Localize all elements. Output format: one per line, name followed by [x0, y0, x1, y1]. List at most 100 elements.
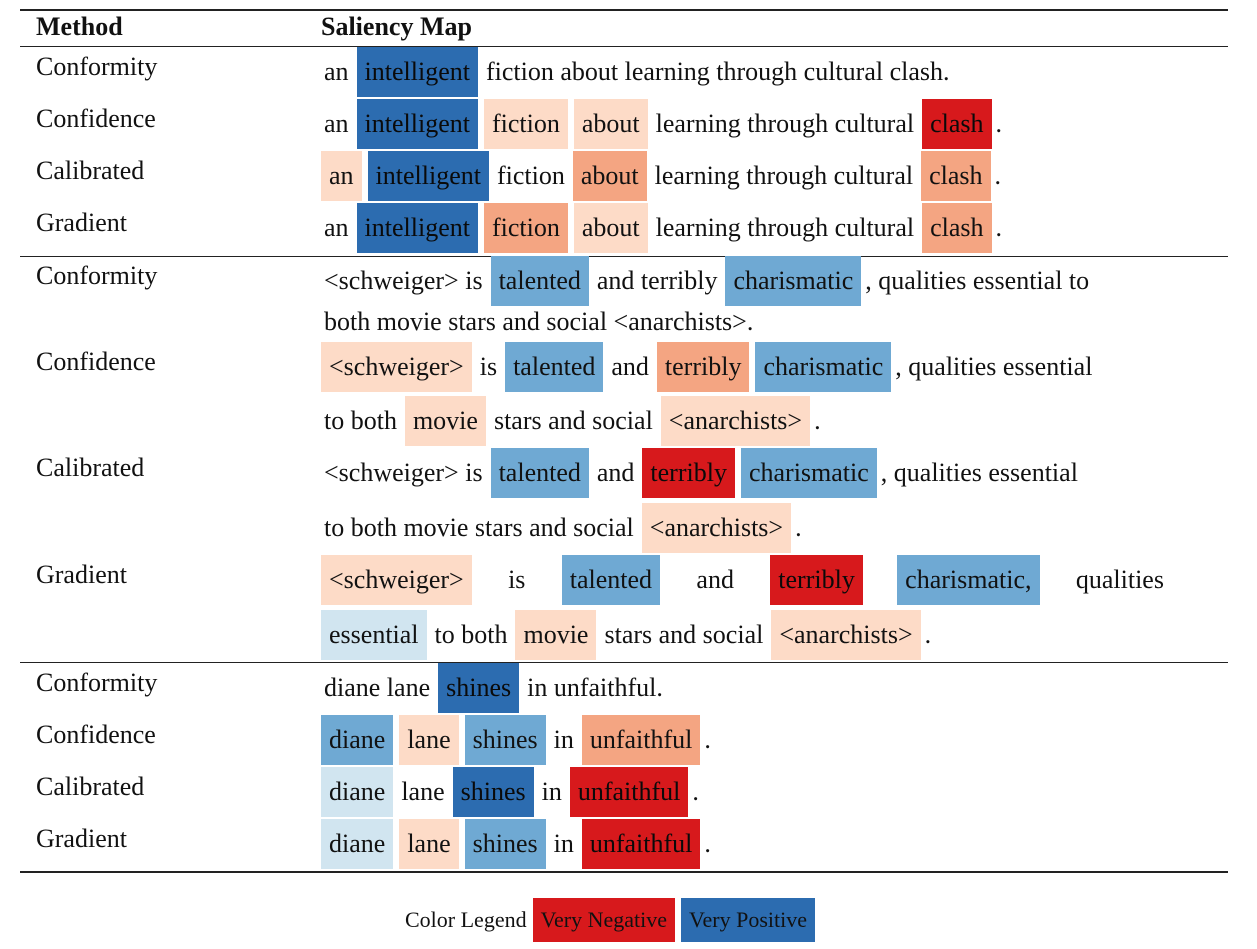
saliency-token-pos: charismatic: [725, 256, 862, 306]
saliency-line: an intelligent fiction about learning throug…: [321, 203, 1002, 253]
saliency-token-vpos: intelligent: [356, 203, 478, 253]
saliency-token-wneg: <schweiger>: [321, 342, 472, 392]
saliency-token-wpos: diane: [321, 767, 394, 817]
method-label: Gradient: [36, 824, 127, 853]
saliency-line: <schweiger> is talented and terribly charisma…: [321, 555, 1166, 605]
saliency-token-vneg: terribly: [770, 555, 863, 605]
plain-text: stars and social: [493, 406, 653, 435]
legend-very-positive: Very Positive: [681, 898, 815, 942]
saliency-token-pos: shines: [464, 715, 546, 765]
saliency-token-wneg: movie: [515, 610, 597, 660]
saliency-token-wneg: fiction: [483, 99, 568, 149]
header-rule: [20, 46, 1228, 47]
saliency-token-wpos: diane: [321, 819, 394, 869]
plain-text: in: [553, 829, 574, 858]
plain-text: fiction: [496, 161, 565, 190]
method-label: Confidence: [36, 104, 156, 133]
saliency-token-pos: charismatic,: [897, 555, 1040, 605]
saliency-line: diane lane shines in unfaithful.: [321, 767, 699, 817]
plain-text: is: [508, 565, 526, 594]
method-label: Gradient: [36, 208, 127, 237]
method-label: Conformity: [36, 52, 158, 81]
plain-text: in: [553, 725, 574, 754]
plain-text: .: [704, 725, 711, 754]
plain-text: learning through cultural: [654, 161, 914, 190]
saliency-line: diane lane shines in unfaithful.: [321, 715, 711, 765]
plain-text: <schweiger> is: [324, 266, 483, 295]
plain-text: is: [479, 352, 498, 381]
method-label: Conformity: [36, 668, 158, 697]
saliency-token-vpos: shines: [452, 767, 534, 817]
saliency-line: an intelligent fiction about learning throug…: [321, 151, 1001, 201]
saliency-token-vneg: terribly: [642, 448, 735, 498]
method-label: Calibrated: [36, 156, 145, 185]
saliency-token-neg: about: [572, 151, 647, 201]
plain-text: an: [324, 57, 349, 86]
saliency-token-pos: talented: [561, 555, 661, 605]
plain-text: .: [795, 513, 802, 542]
saliency-token-wneg: <anarchists>: [660, 396, 811, 446]
header-saliency-map: Saliency Map: [321, 12, 472, 41]
plain-text: an: [324, 109, 349, 138]
saliency-token-wneg: lane: [399, 819, 459, 869]
plain-text: , qualities essential: [895, 352, 1093, 381]
saliency-token-wneg: lane: [399, 715, 459, 765]
color-legend: Color Legend Very Negative Very Positive: [405, 898, 815, 942]
saliency-token-wpos: essential: [321, 610, 427, 660]
plain-text: .: [995, 213, 1003, 242]
plain-text: in: [541, 777, 562, 806]
saliency-line: <schweiger> is talented and terribly charism…: [321, 448, 1078, 498]
legend-very-negative: Very Negative: [532, 898, 676, 942]
plain-text: to both movie stars and social: [324, 513, 634, 542]
saliency-line: an intelligent fiction about learning thro…: [321, 47, 955, 97]
header-method: Method: [36, 12, 123, 41]
saliency-token-pos: talented: [505, 342, 604, 392]
bottom-rule: [20, 871, 1228, 873]
saliency-token-wneg: an: [321, 151, 362, 201]
saliency-line: an intelligent fiction about learning throug…: [321, 99, 1002, 149]
saliency-token-vneg: unfaithful: [569, 767, 689, 817]
plain-text: lane: [401, 777, 445, 806]
plain-text: to both: [434, 620, 508, 649]
saliency-line: <schweiger> is talented and terribly charis…: [321, 256, 1089, 306]
saliency-token-pos: charismatic: [755, 342, 892, 392]
saliency-line: both movie stars and social <anarchists>…: [321, 297, 758, 347]
method-label: Gradient: [36, 560, 127, 589]
saliency-token-wneg: movie: [404, 396, 486, 446]
saliency-line: diane lane shines in unfaithful.: [321, 819, 711, 869]
saliency-line: <schweiger> is talented and terribly charisma…: [321, 342, 1092, 392]
saliency-token-vpos: intelligent: [356, 99, 478, 149]
saliency-line: to both movie stars and social <anarchists>…: [321, 396, 821, 446]
saliency-token-neg: clash: [921, 151, 991, 201]
saliency-token-neg: unfaithful: [581, 715, 701, 765]
plain-text: .: [924, 620, 932, 649]
saliency-token-neg: terribly: [656, 342, 750, 392]
plain-text: , qualities essential to: [865, 266, 1090, 295]
plain-text: learning through cultural: [655, 109, 915, 138]
plain-text: .: [995, 109, 1003, 138]
plain-text: .: [692, 777, 699, 806]
plain-text: to both: [324, 406, 397, 435]
plain-text: and terribly: [596, 266, 718, 295]
plain-text: learning through cultural: [655, 213, 915, 242]
saliency-token-wneg: about: [573, 203, 648, 253]
plain-text: , qualities essential: [880, 458, 1078, 487]
plain-text: qualities: [1075, 565, 1164, 594]
saliency-line: to both movie stars and social <anarchist…: [321, 503, 802, 553]
method-label: Calibrated: [36, 772, 145, 801]
plain-text: and: [696, 565, 734, 594]
saliency-token-neg: clash: [922, 203, 992, 253]
plain-text: in unfaithful.: [527, 673, 663, 702]
saliency-token-pos: shines: [464, 819, 546, 869]
plain-text: both movie stars and social <anarchists>…: [324, 307, 754, 336]
saliency-token-vpos: shines: [438, 663, 520, 713]
group-rule-2: [20, 662, 1228, 663]
saliency-token-vpos: intelligent: [367, 151, 489, 201]
saliency-token-pos: talented: [490, 256, 589, 306]
method-label: Confidence: [36, 347, 156, 376]
plain-text: fiction about learning through cultural …: [485, 57, 950, 86]
plain-text: <schweiger> is: [324, 458, 483, 487]
saliency-token-wneg: about: [573, 99, 648, 149]
saliency-token-vpos: intelligent: [356, 47, 478, 97]
plain-text: .: [814, 406, 821, 435]
